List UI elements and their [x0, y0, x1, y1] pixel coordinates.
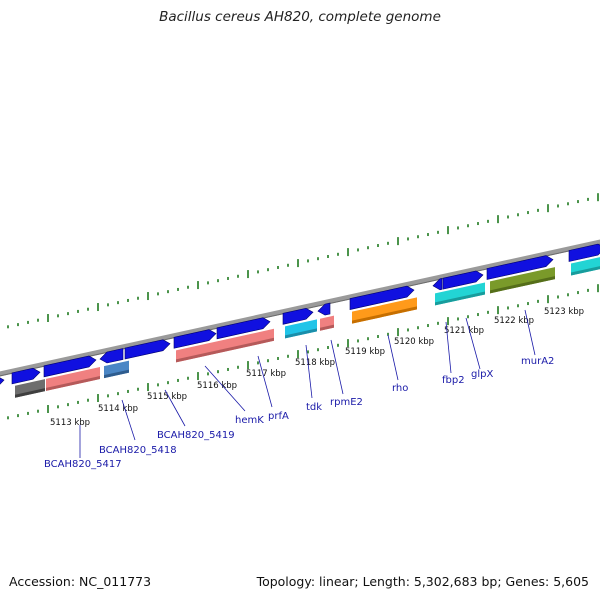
scale-label: 5121 kbp [444, 326, 484, 336]
gene-feature-box [490, 267, 555, 294]
gene-features [15, 257, 600, 398]
gene-feature-shade [490, 276, 555, 294]
gene-feature-shade [285, 328, 317, 339]
gene-arrow [124, 339, 171, 360]
gene-label-bcah820-5419: BCAH820_5419 [157, 430, 235, 441]
gene-arrow [486, 255, 554, 280]
gene-arrow [282, 307, 314, 325]
gene-feature-shade [435, 291, 485, 306]
gene-label-rpme2: rpmE2 [330, 397, 363, 408]
gene-feature-box [571, 257, 600, 276]
scale-label: 5123 kbp [544, 307, 584, 317]
gene-feature-shade [320, 324, 334, 331]
map-title: Bacillus cereus AH820, complete genome [159, 9, 441, 25]
scale-label: 5122 kbp [494, 316, 534, 326]
gene-arrow [349, 285, 415, 310]
gene-feature-shade [15, 388, 45, 398]
gene-labels: BCAH820_5417 BCAH820_5418 BCAH820_5419 h… [44, 356, 554, 470]
gene-arrow [317, 302, 331, 316]
topology-text: Topology: linear; Length: 5,302,683 bp; … [256, 574, 589, 589]
lower-scale-ruler [7, 284, 599, 420]
gene-arrows [0, 243, 600, 385]
gene-arrow [43, 355, 97, 378]
scale-label: 5113 kbp [50, 418, 90, 428]
scale-labels: 5113 kbp 5114 kbp 5115 kbp 5116 kbp 5117… [50, 307, 584, 428]
gene-label-bcah820-5417: BCAH820_5417 [44, 459, 122, 470]
gene-arrow [568, 243, 600, 262]
scale-label: 5119 kbp [345, 347, 385, 357]
scale-label: 5118 kbp [295, 358, 335, 368]
gene-arrow [11, 367, 41, 385]
label-leaders [79, 309, 536, 458]
gene-label-mura2: murA2 [521, 356, 554, 367]
gene-label-hemk: hemK [235, 415, 264, 426]
gene-arrow [99, 348, 124, 364]
gene-label-prfa: prfA [268, 411, 289, 422]
gene-arrow [442, 270, 484, 290]
gene-label-rho: rho [392, 383, 408, 394]
gene-feature-shade [571, 266, 600, 276]
scale-label: 5117 kbp [246, 369, 286, 379]
gene-arrow [0, 377, 5, 385]
gene-arrow [216, 317, 271, 340]
gene-label-tdk: tdk [306, 402, 322, 413]
scale-label: 5116 kbp [197, 381, 237, 391]
gene-feature-shade [104, 369, 129, 379]
accession-text: Accession: NC_011773 [9, 574, 152, 589]
gene-feature-box [176, 328, 274, 363]
gene-feature-shade [176, 337, 274, 363]
gene-label-fbp2: fbp2 [442, 375, 465, 386]
gene-label-bcah820-5418: BCAH820_5418 [99, 445, 177, 456]
scale-label: 5115 kbp [147, 392, 187, 402]
gene-feature-shade [352, 306, 417, 324]
scale-label: 5120 kbp [394, 337, 434, 347]
upper-scale-ruler [7, 193, 599, 329]
scale-label: 5114 kbp [98, 404, 138, 414]
gene-arrow [432, 278, 443, 291]
gene-label-glpx: glpX [471, 369, 493, 380]
gene-arrow [173, 329, 217, 349]
gene-feature-box [352, 297, 417, 324]
gene-feature-shade [46, 376, 100, 391]
